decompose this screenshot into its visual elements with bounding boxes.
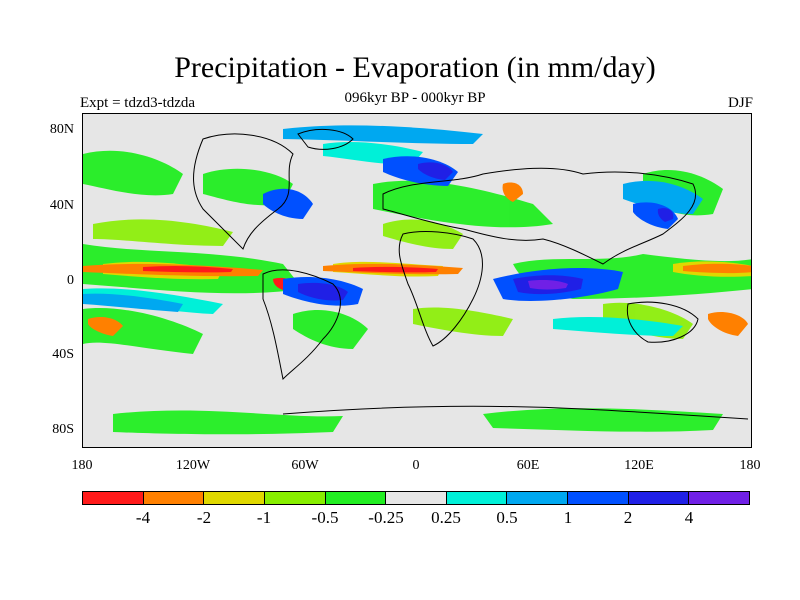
- x-tick-label: 120W: [175, 458, 211, 473]
- colorbar-swatch: [143, 492, 205, 504]
- plot-subtitle: 096kyr BP - 000kyr BP: [344, 90, 486, 106]
- colorbar-swatch: [325, 492, 387, 504]
- colorbar-swatch: [446, 492, 508, 504]
- colorbar-label: 1: [563, 508, 573, 527]
- colorbar-label: -2: [196, 508, 212, 527]
- colorbar-label: 0.25: [431, 508, 461, 527]
- colorbar-swatch: [204, 492, 265, 504]
- y-tick-label: 40S: [52, 347, 74, 362]
- x-tick-label: 60E: [516, 458, 540, 473]
- x-tick-label: 120E: [624, 458, 654, 473]
- colorbar: [82, 491, 750, 505]
- colorbar-label: 4: [684, 508, 694, 527]
- pe-field-purple: [528, 280, 568, 290]
- colorbar-swatch: [386, 492, 447, 504]
- colorbar-swatch: [628, 492, 690, 504]
- plot-title: Precipitation - Evaporation (in mm/day): [174, 51, 656, 84]
- colorbar-label: 0.5: [496, 508, 518, 527]
- colorbar-swatch: [83, 492, 144, 504]
- coastlines: [193, 128, 749, 420]
- colorbar-swatch: [507, 492, 569, 504]
- colorbar-swatch: [568, 492, 629, 504]
- world-map: [82, 113, 752, 448]
- experiment-label: Expt = tdzd3-tdzda: [80, 95, 196, 111]
- colorbar-label: -4: [135, 508, 151, 527]
- y-tick-label: 80S: [52, 422, 74, 437]
- x-tick-label: 180: [71, 458, 93, 473]
- season-label: DJF: [727, 95, 753, 111]
- colorbar-label: -0.25: [368, 508, 404, 527]
- colorbar-label: 2: [623, 508, 633, 527]
- colorbar-label: -0.5: [311, 508, 339, 527]
- colorbar-swatch: [689, 492, 750, 504]
- y-tick-label: 80N: [49, 122, 74, 137]
- colorbar-label: -1: [256, 508, 272, 527]
- y-tick-label: 0: [67, 273, 74, 288]
- x-tick-label: 180: [739, 458, 761, 473]
- x-tick-label: 60W: [291, 458, 319, 473]
- map-canvas: [83, 125, 751, 435]
- colorbar-swatch: [264, 492, 326, 504]
- x-tick-label: 0: [412, 458, 420, 473]
- y-tick-label: 40N: [49, 198, 74, 213]
